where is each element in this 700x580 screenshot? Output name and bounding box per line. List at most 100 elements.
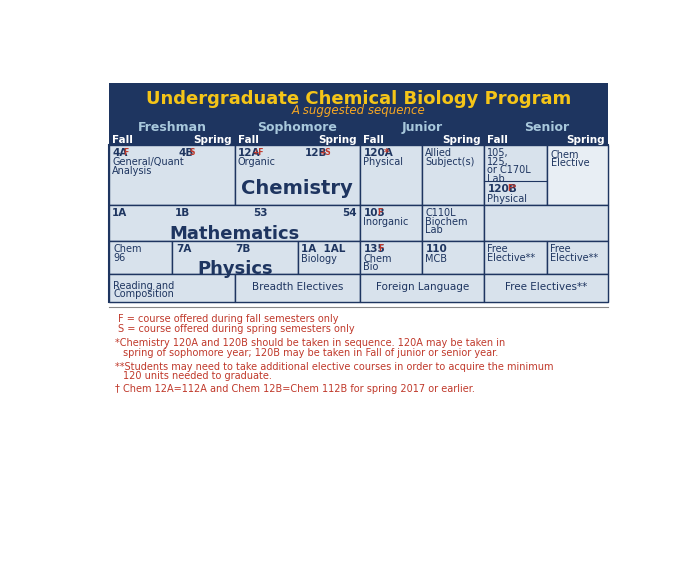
Text: Senior: Senior — [524, 121, 569, 134]
Bar — [109, 145, 234, 205]
Bar — [422, 145, 484, 205]
Text: 96: 96 — [113, 253, 125, 263]
Text: Physical: Physical — [363, 157, 403, 168]
Bar — [109, 241, 172, 274]
Text: Undergraduate Chemical Biology Program: Undergraduate Chemical Biology Program — [146, 90, 571, 108]
Text: 12A: 12A — [238, 148, 260, 158]
Text: +F: +F — [253, 148, 264, 157]
Text: Spring: Spring — [193, 135, 232, 145]
Text: † Chem 12A=112A and Chem 12B=Chem 112B for spring 2017 or earlier.: † Chem 12A=112A and Chem 12B=Chem 112B f… — [116, 384, 475, 394]
Bar — [298, 133, 360, 145]
Text: 110: 110 — [426, 244, 447, 255]
Text: 120A: 120A — [363, 148, 393, 158]
Text: Spring: Spring — [566, 135, 606, 145]
Text: Bio: Bio — [363, 262, 379, 272]
Text: 4B: 4B — [179, 148, 195, 158]
Text: F*: F* — [507, 184, 516, 193]
Text: S: S — [190, 148, 195, 157]
Text: Chemistry: Chemistry — [241, 179, 353, 198]
Text: Elective**: Elective** — [550, 253, 598, 263]
Text: Freshman: Freshman — [137, 121, 206, 134]
Text: 1B: 1B — [175, 208, 190, 218]
Text: spring of sophomore year; 120B may be taken in Fall of junior or senior year.: spring of sophomore year; 120B may be ta… — [123, 348, 498, 358]
Bar — [109, 145, 608, 302]
Text: Fall: Fall — [238, 135, 259, 145]
Text: General/Quant: General/Quant — [112, 157, 184, 168]
Text: Composition: Composition — [113, 289, 174, 299]
Text: C110L: C110L — [426, 208, 456, 218]
Text: Junior: Junior — [402, 121, 443, 134]
Bar — [234, 119, 360, 133]
Text: Chem: Chem — [363, 253, 392, 264]
Bar — [484, 241, 547, 274]
Text: Mathematics: Mathematics — [169, 225, 300, 243]
Bar — [109, 83, 608, 119]
Text: *Chemistry 120A and 120B should be taken in sequence. 120A may be taken in: *Chemistry 120A and 120B should be taken… — [116, 339, 505, 349]
Text: F: F — [378, 244, 384, 253]
Bar — [547, 145, 608, 205]
Text: 12B: 12B — [304, 148, 327, 158]
Text: 7B: 7B — [235, 244, 251, 255]
Text: Foreign Language: Foreign Language — [376, 282, 469, 292]
Text: Inorganic: Inorganic — [363, 218, 409, 227]
Text: Chem: Chem — [113, 244, 141, 255]
Text: Fall: Fall — [363, 135, 384, 145]
Bar — [484, 119, 608, 133]
Bar — [360, 241, 422, 274]
Bar — [484, 145, 547, 205]
Text: Biology: Biology — [300, 253, 337, 264]
Text: Elective**: Elective** — [487, 253, 536, 263]
Bar — [484, 133, 547, 145]
Bar — [422, 205, 484, 241]
Bar — [360, 119, 484, 133]
Bar — [172, 133, 234, 145]
Text: Physical: Physical — [487, 194, 527, 204]
Text: Spring: Spring — [442, 135, 481, 145]
Text: Lab: Lab — [487, 173, 505, 183]
Bar — [109, 119, 234, 133]
Text: 120B: 120B — [487, 184, 517, 194]
Bar — [360, 274, 484, 302]
Text: Breadth Electives: Breadth Electives — [252, 282, 343, 292]
Text: **Students may need to take additional elective courses in order to acquire the : **Students may need to take additional e… — [116, 361, 554, 372]
Text: Chem: Chem — [551, 150, 580, 160]
Bar — [360, 205, 422, 241]
Text: Free: Free — [487, 244, 508, 255]
Text: Subject(s): Subject(s) — [426, 157, 475, 166]
Text: Free: Free — [550, 244, 570, 255]
Text: Fall: Fall — [112, 135, 133, 145]
Bar — [422, 241, 484, 274]
Text: 135: 135 — [363, 244, 385, 255]
Text: Biochem: Biochem — [426, 217, 468, 227]
Text: Spring: Spring — [318, 135, 357, 145]
Bar — [484, 205, 608, 241]
Bar — [172, 241, 298, 274]
Text: 103: 103 — [363, 208, 385, 218]
Text: F = course offered during fall semesters only: F = course offered during fall semesters… — [118, 314, 339, 324]
Text: or C170L: or C170L — [487, 165, 531, 175]
Text: Lab: Lab — [426, 225, 443, 235]
Bar — [422, 133, 484, 145]
Text: *: * — [384, 148, 389, 158]
Text: 54: 54 — [342, 208, 356, 218]
Bar — [234, 145, 360, 205]
Bar — [547, 241, 608, 274]
Text: 105,: 105, — [487, 148, 509, 158]
Text: Sophomore: Sophomore — [258, 121, 337, 134]
Text: Reading and: Reading and — [113, 281, 174, 291]
Text: 7A: 7A — [176, 244, 191, 255]
Text: F: F — [377, 208, 383, 217]
Bar — [109, 205, 360, 241]
Bar — [234, 274, 360, 302]
Bar — [360, 133, 422, 145]
Text: 1A: 1A — [112, 208, 127, 218]
Text: 1A  1AL: 1A 1AL — [300, 244, 345, 255]
Bar — [234, 133, 298, 145]
Text: 53: 53 — [253, 208, 268, 218]
Text: 120 units needed to graduate.: 120 units needed to graduate. — [123, 371, 272, 381]
Bar — [484, 274, 608, 302]
Text: A suggested sequence: A suggested sequence — [292, 104, 426, 117]
Text: 4A: 4A — [112, 148, 127, 158]
Text: Elective: Elective — [551, 158, 589, 168]
Bar — [298, 241, 360, 274]
